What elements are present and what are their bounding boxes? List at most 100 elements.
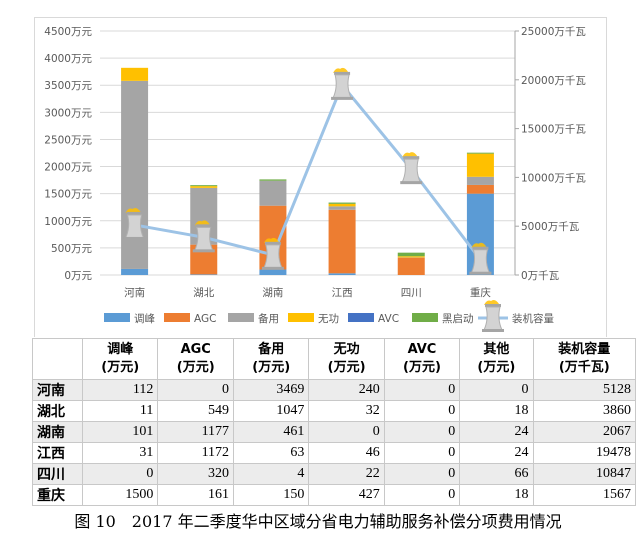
left-tick-label: 0万元 bbox=[64, 270, 92, 282]
right-tick-label: 0万千瓦 bbox=[521, 270, 560, 282]
column-header-text: 装机容量 bbox=[558, 342, 611, 357]
legend-swatch bbox=[288, 313, 314, 322]
column-header-text: (万千瓦) bbox=[558, 360, 610, 375]
table-cell: 2067 bbox=[532, 421, 636, 443]
table-cell: 0 bbox=[82, 463, 159, 485]
category-label: 江西 bbox=[332, 287, 353, 299]
table-cell: 549 bbox=[157, 400, 235, 422]
bar-AGC-重庆 bbox=[466, 184, 494, 194]
bar-备用-重庆 bbox=[466, 176, 494, 185]
table-cell: 11 bbox=[82, 400, 159, 422]
category-label: 河南 bbox=[124, 286, 145, 299]
table-cell: 22 bbox=[308, 463, 385, 485]
table-cell: 0 bbox=[383, 400, 461, 422]
table-cell: 63 bbox=[233, 442, 310, 464]
table-cell: 161 bbox=[157, 484, 235, 506]
column-header-text: 其他 bbox=[483, 342, 510, 357]
table-cell: 1500 bbox=[82, 484, 159, 506]
left-tick-label: 2000万元 bbox=[44, 162, 92, 174]
bar-无功-重庆 bbox=[466, 153, 494, 177]
table-cell: 0 bbox=[157, 379, 235, 401]
left-tick-label: 4500万元 bbox=[44, 26, 92, 38]
table-cell: 1567 bbox=[532, 484, 636, 506]
left-tick-label: 3000万元 bbox=[44, 107, 92, 119]
column-header-text: 无功 bbox=[333, 342, 360, 357]
category-label: 湖南 bbox=[262, 286, 283, 299]
table-cell: 5128 bbox=[532, 379, 636, 401]
cooling-tower-marker-icon bbox=[192, 220, 215, 253]
right-tick-label: 25000万千瓦 bbox=[521, 26, 586, 38]
cooling-tower-marker-icon bbox=[261, 237, 284, 270]
column-header-text: AVC bbox=[407, 342, 437, 357]
bar-黑启动-江西 bbox=[328, 202, 356, 204]
chart-frame bbox=[34, 17, 607, 337]
bar-无功-江西 bbox=[328, 203, 356, 207]
column-header: 备用 (万元) bbox=[233, 338, 310, 380]
table-cell: 19478 bbox=[532, 442, 636, 464]
table-cell: 101 bbox=[82, 421, 159, 443]
table-cell: 1047 bbox=[233, 400, 310, 422]
column-header: 无功 (万元) bbox=[308, 338, 385, 380]
column-header: AGC (万元) bbox=[157, 338, 235, 380]
legend-swatch bbox=[412, 313, 438, 322]
left-tick-label: 2500万元 bbox=[44, 134, 92, 146]
legend-swatch bbox=[104, 313, 130, 322]
table-cell: 1172 bbox=[157, 442, 235, 464]
row-header: 重庆 bbox=[31, 484, 84, 506]
column-header-text: (万元) bbox=[101, 360, 140, 375]
table-cell: 0 bbox=[383, 421, 461, 443]
right-tick-label: 5000万千瓦 bbox=[521, 221, 580, 233]
table-cell: 0 bbox=[383, 484, 461, 506]
bar-黑启动-四川 bbox=[397, 252, 425, 257]
table-cell: 32 bbox=[308, 400, 385, 422]
left-tick-label: 500万元 bbox=[51, 243, 93, 255]
cooling-tower-marker-icon bbox=[123, 207, 146, 240]
table-row: 河南 112 0 3469 240 0 0 5128 bbox=[31, 379, 636, 401]
bar-调峰-江西 bbox=[328, 273, 356, 275]
table-cell: 0 bbox=[459, 379, 534, 401]
table-cell: 10847 bbox=[532, 463, 636, 485]
table-cell: 18 bbox=[459, 484, 534, 506]
cooling-tower-marker-icon bbox=[331, 67, 354, 100]
cooling-tower-marker-icon bbox=[400, 152, 423, 185]
column-header-text: (万元) bbox=[327, 360, 366, 375]
bar-备用-河南 bbox=[121, 80, 149, 269]
category-label: 重庆 bbox=[470, 286, 491, 299]
left-tick-label: 1500万元 bbox=[44, 189, 92, 201]
legend-label: 调峰 bbox=[134, 313, 155, 325]
bar-无功-四川 bbox=[397, 256, 425, 258]
table-cell: 24 bbox=[459, 442, 534, 464]
table-cell: 427 bbox=[308, 484, 385, 506]
table-cell: 461 bbox=[233, 421, 310, 443]
column-header: AVC (万元) bbox=[383, 338, 461, 380]
bar-AGC-江西 bbox=[328, 209, 356, 274]
column-header: 调峰 (万元) bbox=[82, 338, 159, 380]
table-row: 湖南 101 1177 461 0 0 24 2067 bbox=[31, 421, 636, 443]
capacity-line bbox=[134, 81, 482, 261]
header-row: 调峰 (万元) AGC (万元) 备用 (万元) 无功 (万元) AVC (万元) 其他 (万元) 装机… bbox=[31, 338, 636, 380]
column-header-text: (万元) bbox=[252, 360, 291, 375]
column-header-text: 备用 bbox=[258, 342, 285, 357]
left-tick-label: 1000万元 bbox=[44, 216, 92, 228]
table-cell: 0 bbox=[308, 421, 385, 443]
table-row: 湖北 11 549 1047 32 0 18 3860 bbox=[31, 400, 636, 422]
bar-备用-江西 bbox=[328, 206, 356, 210]
right-tick-label: 20000万千瓦 bbox=[521, 75, 586, 87]
table-row: 江西 31 1172 63 46 0 24 19478 bbox=[31, 442, 636, 464]
left-tick-label: 4000万元 bbox=[44, 53, 92, 65]
bar-调峰-湖北 bbox=[190, 274, 218, 275]
row-header: 江西 bbox=[31, 442, 84, 464]
category-label: 湖北 bbox=[193, 287, 214, 299]
column-header-text: (万元) bbox=[403, 360, 441, 375]
bar-无功-河南 bbox=[121, 67, 149, 81]
bar-黑启动-重庆 bbox=[466, 152, 494, 154]
bar-备用-湖南 bbox=[259, 180, 287, 206]
legend-label: 备用 bbox=[258, 312, 279, 325]
bar-调峰-河南 bbox=[121, 268, 149, 275]
bar-AGC-四川 bbox=[397, 257, 425, 275]
row-header: 四川 bbox=[31, 463, 84, 485]
cooling-tower-marker-icon bbox=[469, 242, 492, 275]
row-header: 湖南 bbox=[31, 421, 84, 443]
column-header: 其他 (万元) bbox=[459, 338, 534, 380]
data-table: 调峰 (万元) AGC (万元) 备用 (万元) 无功 (万元) AVC (万元) 其他 (万元) 装机… bbox=[31, 338, 636, 506]
